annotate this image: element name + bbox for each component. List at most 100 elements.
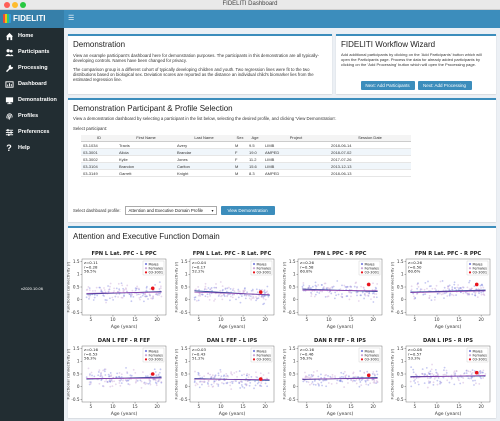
table-row[interactable]: 03-3002 Kylie Jones F 11.2 LIMB 2017-07-26 [81,155,411,164]
female-point [369,382,372,385]
view-demonstration-button[interactable]: View Demonstration [220,206,275,215]
table-row[interactable]: 03-1034 Travis Avery M 9.5 LIMB 2018-06-14 [81,141,411,150]
male-point [222,382,225,385]
male-point [321,284,323,286]
col-age-header[interactable]: Age [247,134,263,143]
male-point [120,382,123,385]
male-point [154,283,156,286]
female-point [194,370,196,373]
col-last-name-header[interactable]: Last Name [175,134,233,143]
male-point [263,292,266,295]
home-icon [4,31,14,41]
male-point [481,284,484,287]
x-tick-label: 15 [456,404,462,409]
male-point [333,297,336,300]
male-point [374,286,377,289]
menu-toggle-icon[interactable]: ☰ [68,15,75,22]
sidebar-item-help[interactable]: ? Help [0,140,64,156]
sidebar-item-demonstration[interactable]: Demonstration [0,92,64,108]
workflow-wizard-box: FIDELITI Workflow Wizard Add additional … [336,34,496,94]
male-point [344,376,347,379]
table-row[interactable]: 03-3104 Brandon Carlton M 15.6 LIMB 2013-12-13 [81,162,411,171]
stat-text: 51.2% [192,356,205,361]
male-point [93,294,96,296]
male-point [465,372,468,374]
female-point [126,284,129,287]
sidebar-item-processing[interactable]: Processing [0,60,64,76]
male-point [424,293,427,296]
sidebar-item-preferences[interactable]: Preferences [0,124,64,140]
select-participant-label: Select participant: [73,126,108,132]
female-point [345,374,348,376]
female-point [131,293,134,296]
female-point [154,379,157,382]
male-point [201,376,204,379]
add-participants-button[interactable]: Next: Add Participants [360,81,415,90]
female-point [120,373,123,376]
minimize-window-button[interactable] [12,2,18,8]
female-point [429,372,432,375]
table-row[interactable]: 03-3001 Alicia Brandar F 19.0 AMPED 2018-07-02 [81,148,411,157]
table-row[interactable]: 03-3149 Garrett Knight M 8.3 AMPED 2018-06-13 [81,169,411,178]
col-id-header[interactable]: ID [81,134,117,143]
male-point [224,288,227,290]
male-point [262,303,265,306]
col-sex-header[interactable]: Sex [233,134,247,143]
y-tick-label: 1 [401,359,404,364]
male-point [448,381,451,384]
male-point [210,287,213,289]
col-first-name-header[interactable]: First Name [117,134,175,143]
legend-label: Males [365,262,375,266]
male-point [363,293,366,296]
male-point [448,284,451,287]
female-point [356,286,358,289]
legend-marker [144,271,148,274]
male-point [193,296,196,299]
stat-text: r=0.53 [84,351,98,356]
profile-select[interactable]: Attention and Executive Domain Profile ▾ [124,206,217,215]
legend [142,260,165,276]
male-point [449,292,452,295]
maximize-window-button[interactable] [20,2,26,8]
female-point [433,378,436,380]
female-point [310,376,312,378]
female-point [206,295,209,298]
female-point [237,290,240,292]
male-point [241,381,243,383]
male-point [341,380,344,383]
sidebar-item-home[interactable]: Home [0,28,64,44]
main-content: Demonstration View an example participan… [64,28,500,421]
female-regression-line [86,291,162,294]
male-point [320,377,323,379]
female-point [199,294,202,297]
male-point [313,380,316,382]
male-point [339,376,341,379]
female-point [219,370,222,373]
sidebar-item-dashboard[interactable]: Dashboard [0,76,64,92]
close-window-button[interactable] [4,2,10,8]
female-point [242,290,245,293]
male-point [414,296,417,299]
male-point [322,379,325,382]
male-point [349,285,352,288]
male-point [100,379,103,382]
male-point [266,385,269,388]
female-point [87,286,90,288]
female-point [446,295,449,297]
sidebar-item-profiles[interactable]: Profiles [0,108,64,124]
male-point [432,383,435,386]
female-point [480,287,482,289]
male-point [210,377,212,379]
sidebar-item-participants[interactable]: Participants [0,44,64,60]
male-point [88,297,90,300]
col-session-date-header[interactable]: Session Date [329,134,411,143]
male-point [352,379,355,382]
female-point [243,373,245,376]
male-point [422,293,425,296]
col-project-header[interactable]: Project [263,134,329,143]
male-point [322,287,325,289]
y-tick-label: 0.5 [181,284,188,289]
add-processing-button[interactable]: Next: Add Processing [417,81,472,90]
male-point [412,371,415,374]
female-point [227,375,229,378]
